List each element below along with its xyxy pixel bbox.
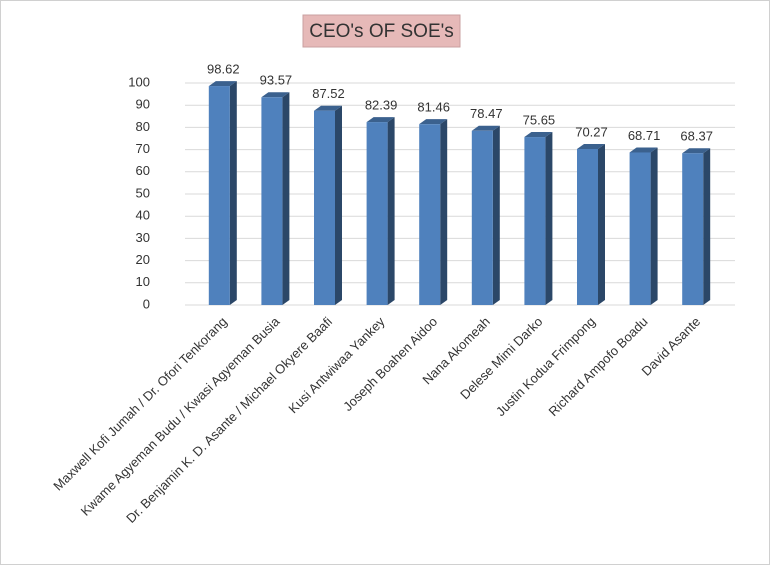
bar-side: [335, 105, 342, 305]
bar-side: [492, 125, 500, 305]
bar-side: [598, 144, 605, 305]
value-label: 98.62: [207, 62, 240, 77]
bar-side: [545, 132, 553, 305]
bar-top: [577, 144, 605, 150]
chart-title: CEO's OF SOE's: [309, 21, 454, 42]
bar-top: [471, 125, 500, 131]
value-label: 68.71: [628, 128, 661, 143]
bar-side: [229, 81, 237, 305]
bar: [419, 124, 441, 305]
bar-side: [703, 148, 711, 305]
y-tick-label: 90: [136, 97, 150, 112]
bar-top: [314, 105, 342, 111]
value-label: 70.27: [575, 124, 608, 139]
bar: [577, 149, 598, 305]
y-tick-label: 10: [136, 274, 150, 289]
y-tick-label: 80: [136, 119, 150, 134]
bar: [314, 110, 335, 305]
bar-side: [387, 117, 395, 305]
bar-top: [261, 92, 290, 98]
bar: [629, 152, 651, 305]
y-tick-label: 50: [136, 185, 150, 200]
bar-side: [282, 92, 290, 305]
value-label: 78.47: [470, 106, 503, 121]
bar: [471, 130, 493, 305]
value-label: 75.65: [523, 112, 556, 127]
bar-top: [629, 147, 658, 153]
value-label: 68.37: [680, 129, 713, 144]
bar: [682, 153, 704, 305]
bar-top: [419, 119, 448, 125]
y-tick-label: 40: [136, 208, 150, 223]
bar-side: [650, 147, 658, 305]
bar: [524, 137, 546, 305]
value-label: 93.57: [260, 73, 293, 88]
value-label: 87.52: [312, 86, 345, 101]
y-tick-label: 70: [136, 141, 150, 156]
y-tick-label: 100: [128, 74, 150, 89]
value-label: 82.39: [365, 98, 398, 113]
value-label: 81.46: [417, 100, 450, 115]
bar-top: [524, 132, 553, 138]
bar-side: [440, 119, 448, 305]
bar: [261, 97, 283, 305]
title-box: [302, 14, 461, 48]
y-tick-label: 0: [143, 296, 150, 311]
bar-top: [366, 117, 395, 123]
bar: [208, 86, 230, 305]
y-tick-label: 60: [136, 163, 150, 178]
bar: [366, 122, 388, 305]
y-tick-label: 20: [136, 252, 150, 267]
y-tick-label: 30: [136, 230, 150, 245]
bar-top: [682, 148, 711, 154]
bar-top: [208, 81, 237, 87]
